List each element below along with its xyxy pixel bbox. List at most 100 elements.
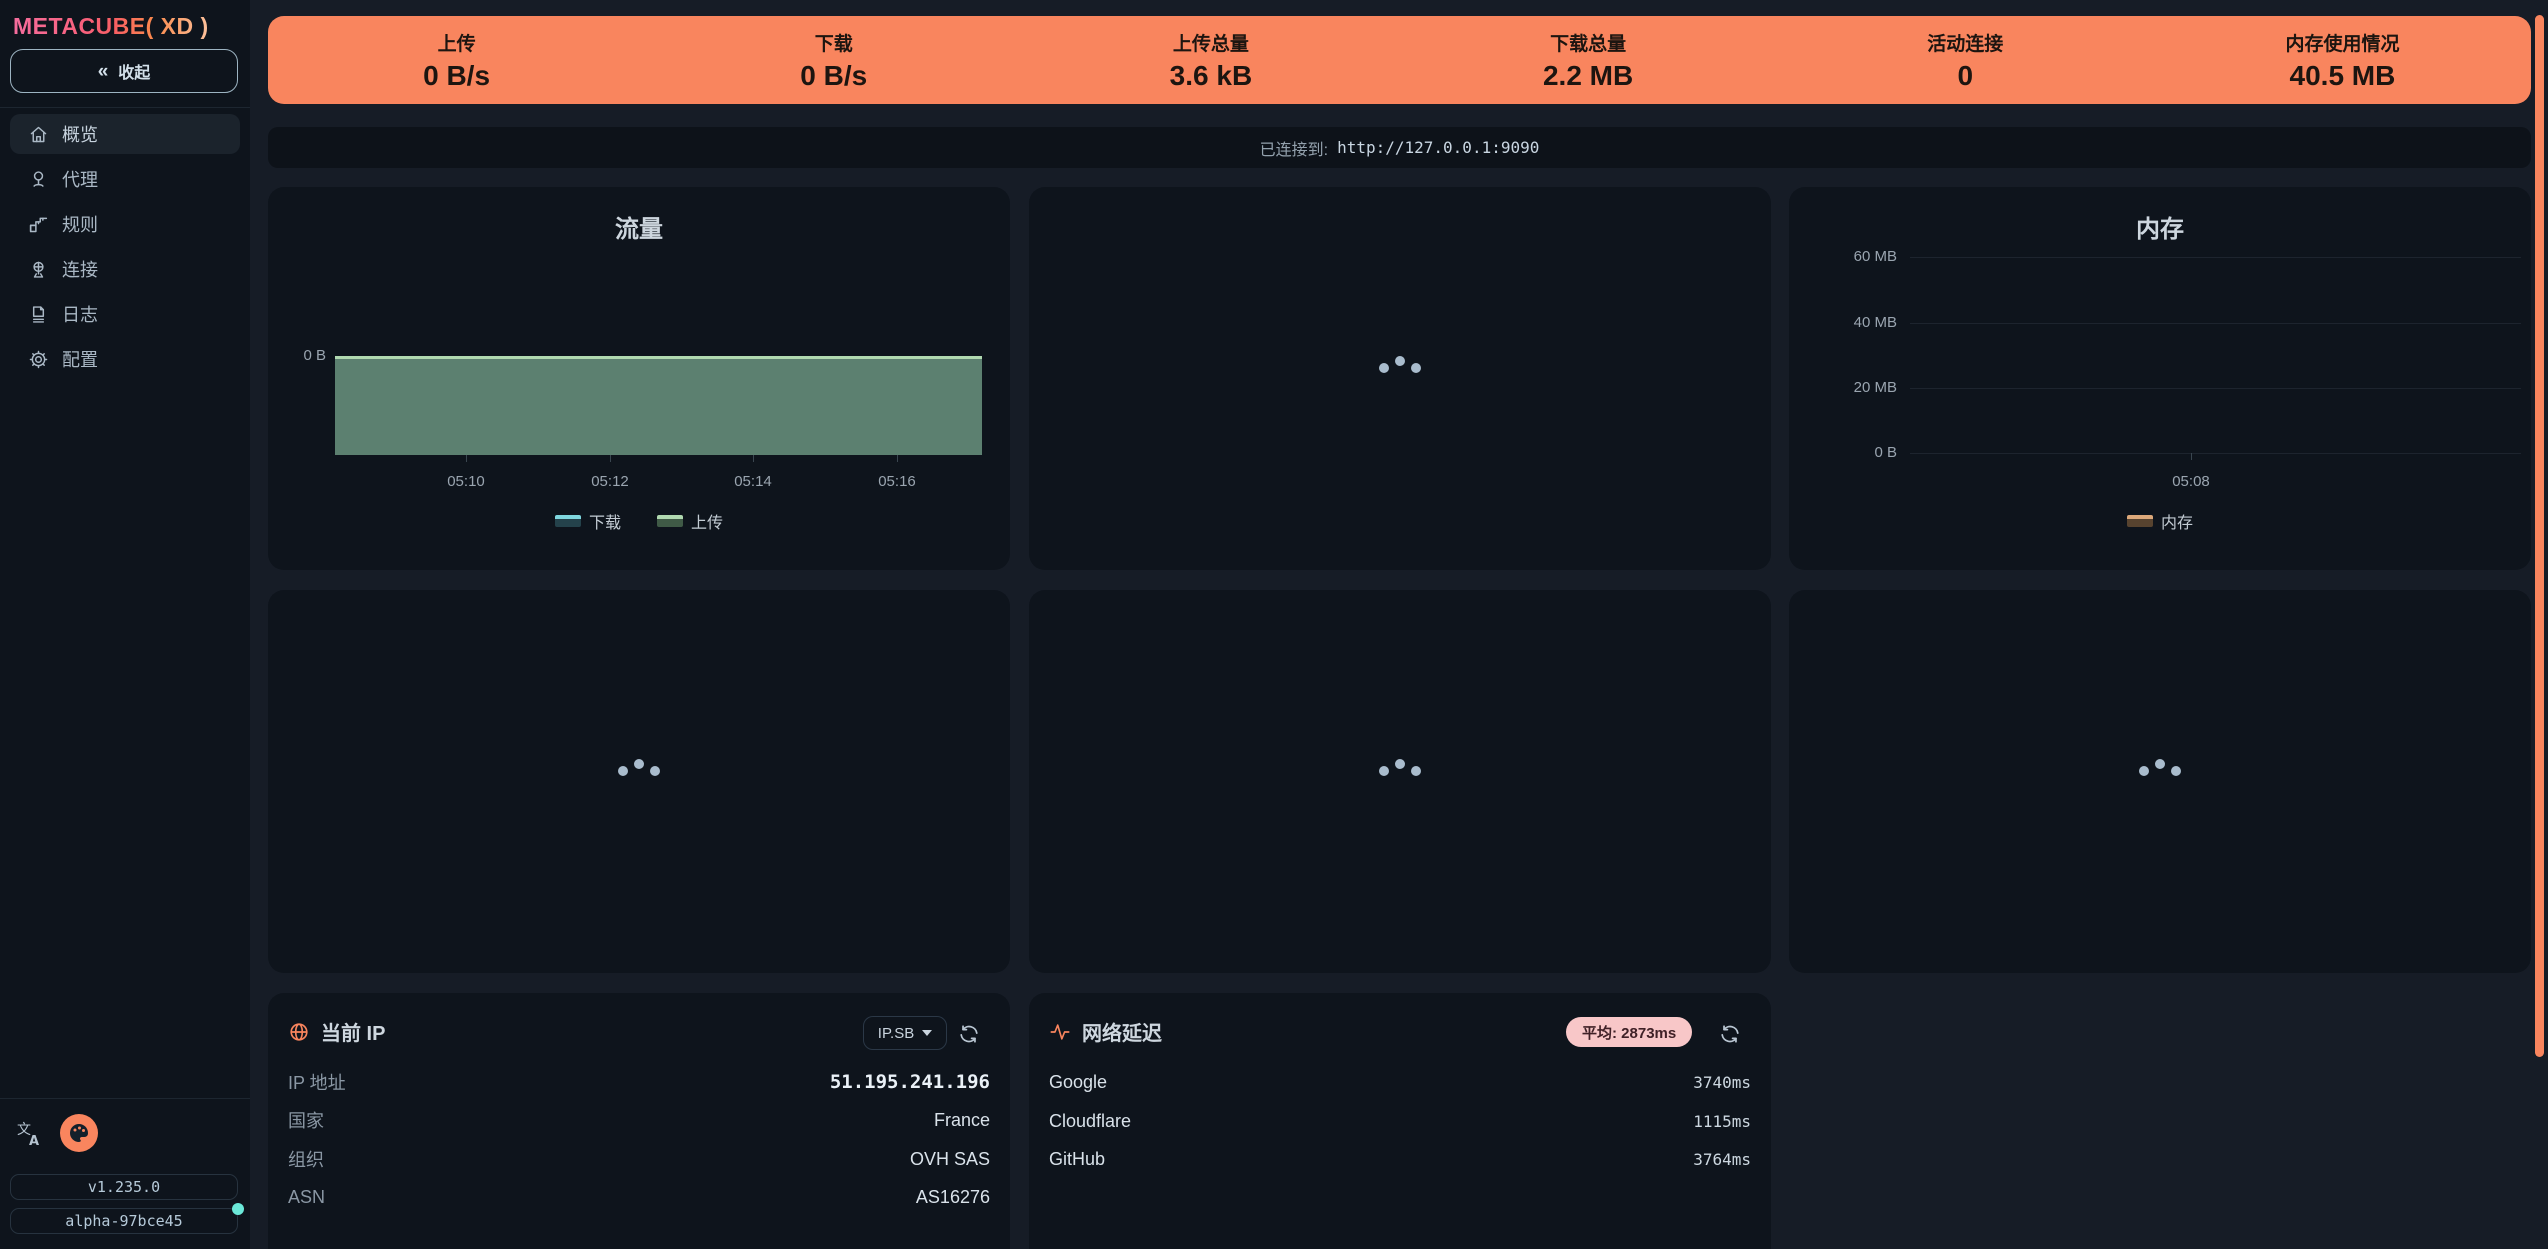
traffic-x-tick: 05:16	[878, 473, 916, 490]
sidebar-item-label: 代理	[62, 170, 98, 190]
stat-value: 40.5 MB	[2289, 59, 2396, 91]
ip-row-asn: ASN AS16276	[288, 1184, 990, 1210]
sidebar-item-label: 概览	[62, 125, 98, 145]
traffic-area-series	[335, 356, 982, 455]
caret-down-icon	[922, 1030, 933, 1036]
asn-value: AS16276	[915, 1186, 990, 1207]
grid-line	[1910, 257, 2521, 258]
stat-value: 0 B/s	[800, 59, 868, 91]
refresh-latency-button[interactable]	[1719, 1023, 1741, 1045]
traffic-x-tick: 05:12	[591, 473, 629, 490]
network-latency-card: 网络延迟 平均: 2873ms Google 3740ms Cloudflare…	[1029, 993, 1771, 1249]
loading-card	[1029, 187, 1771, 570]
legend-item-download[interactable]: 下载	[554, 509, 621, 533]
language-icon: 文 A	[17, 1122, 39, 1149]
refresh-icon	[1721, 1025, 1739, 1043]
rules-icon	[29, 217, 48, 232]
memory-chart-title: 内存	[2136, 216, 2184, 243]
row-label: 组织	[288, 1150, 324, 1170]
loading-card	[1789, 590, 2531, 973]
grid-line	[1910, 453, 2521, 454]
stat-label: 上传总量	[1172, 33, 1249, 55]
latency-title: 网络延迟	[1082, 1023, 1162, 1045]
row-label: Google	[1049, 1071, 1108, 1092]
version-button[interactable]: v1.235.0	[10, 1174, 238, 1200]
traffic-legend: 下载 上传	[268, 509, 1010, 533]
legend-item-memory[interactable]: 内存	[2126, 509, 2193, 533]
collapse-label: 收起	[118, 65, 151, 82]
sidebar-footer: 文 A	[0, 1112, 250, 1160]
upload-series-marker	[657, 515, 683, 527]
sidebar-item-label: 连接	[62, 260, 98, 280]
sidebar-item-config[interactable]: 配置	[10, 339, 240, 379]
loading-dots	[1789, 759, 2531, 776]
svg-text:A: A	[29, 1134, 39, 1148]
stat-active-connections: 活动连接 0	[1777, 29, 2154, 92]
current-ip-title: 当前 IP	[321, 1023, 386, 1045]
loading-dots	[268, 759, 1010, 776]
language-button[interactable]: 文 A	[16, 1120, 44, 1149]
connection-status-prefix: 已连接到:	[1259, 141, 1329, 159]
stat-label: 活动连接	[1927, 33, 2004, 55]
connections-icon	[33, 261, 44, 278]
refresh-icon	[960, 1025, 978, 1043]
activity-pulse-icon	[1049, 1021, 1071, 1043]
current-ip-header: 当前 IP	[288, 1017, 385, 1046]
row-label: Cloudflare	[1049, 1110, 1132, 1131]
latency-value: 3740ms	[1693, 1072, 1751, 1092]
sidebar-item-label: 配置	[62, 350, 98, 370]
x-tick-mark	[610, 455, 611, 462]
build-label: alpha-97bce45	[65, 1212, 183, 1230]
row-label: 国家	[288, 1111, 324, 1131]
row-label: GitHub	[1049, 1148, 1106, 1169]
theme-palette-button[interactable]	[60, 1114, 98, 1152]
loading-card	[268, 590, 1010, 973]
x-tick-mark	[753, 455, 754, 462]
stat-value: 2.2 MB	[1542, 59, 1634, 91]
logo-part-1: METACUBE(	[13, 13, 154, 39]
memory-y-tick: 0 B	[1874, 444, 1897, 461]
stat-download-total: 下载总量 2.2 MB	[1400, 29, 1777, 92]
loading-dots	[1029, 759, 1771, 776]
sidebar-item-label: 规则	[62, 215, 98, 235]
sidebar-menu: 概览 代理 规则 连接 日志 配置	[10, 114, 240, 379]
ip-provider-select[interactable]: IP.SB	[863, 1016, 947, 1050]
sidebar-item-logs[interactable]: 日志	[10, 294, 240, 334]
sidebar-item-connections[interactable]: 连接	[10, 249, 240, 289]
vertical-scrollbar-thumb[interactable]	[2535, 15, 2544, 1057]
x-tick-mark	[897, 455, 898, 462]
ip-row-address: IP 地址 51.195.241.196	[288, 1069, 990, 1095]
chevrons-left-icon: «	[97, 60, 109, 82]
legend-item-upload[interactable]: 上传	[657, 509, 723, 533]
x-tick-mark	[466, 455, 467, 462]
sidebar-item-proxies[interactable]: 代理	[10, 159, 240, 199]
stat-download: 下载 0 B/s	[645, 29, 1022, 92]
average-latency-badge: 平均: 2873ms	[1566, 1017, 1693, 1047]
connection-status: 已连接到: http://127.0.0.1:9090	[268, 127, 2531, 168]
memory-y-tick: 20 MB	[1853, 379, 1897, 396]
latency-row-google: Google 3740ms	[1049, 1070, 1751, 1094]
traffic-chart-card: 流量 0 B 05:10 05:12 05:14 05:16 下载 上传	[268, 187, 1010, 570]
latency-header: 网络延迟	[1049, 1017, 1162, 1046]
download-series-marker	[554, 515, 581, 527]
collapse-sidebar-button[interactable]: « 收起	[10, 49, 238, 93]
logo-part-3: )	[200, 13, 209, 39]
traffic-y-tick: 0 B	[303, 347, 326, 364]
build-button[interactable]: alpha-97bce45	[10, 1208, 238, 1234]
ip-address-value: 51.195.241.196	[829, 1071, 990, 1093]
sidebar-divider-bottom	[0, 1098, 250, 1099]
sidebar-item-overview[interactable]: 概览	[10, 114, 240, 154]
stat-value: 3.6 kB	[1169, 59, 1253, 91]
app-logo[interactable]: METACUBE( XD )	[13, 13, 209, 40]
stat-label: 上传	[437, 33, 476, 55]
logo-part-2: XD	[153, 13, 201, 39]
stat-label: 下载总量	[1550, 33, 1627, 55]
refresh-ip-button[interactable]	[958, 1023, 980, 1045]
sidebar-item-rules[interactable]: 规则	[10, 204, 240, 244]
x-tick-mark	[2191, 453, 2192, 460]
sidebar-divider-top	[0, 107, 250, 108]
country-value: France	[933, 1109, 990, 1130]
connection-url: http://127.0.0.1:9090	[1337, 138, 1540, 157]
latency-bar	[1158, 1112, 1663, 1130]
